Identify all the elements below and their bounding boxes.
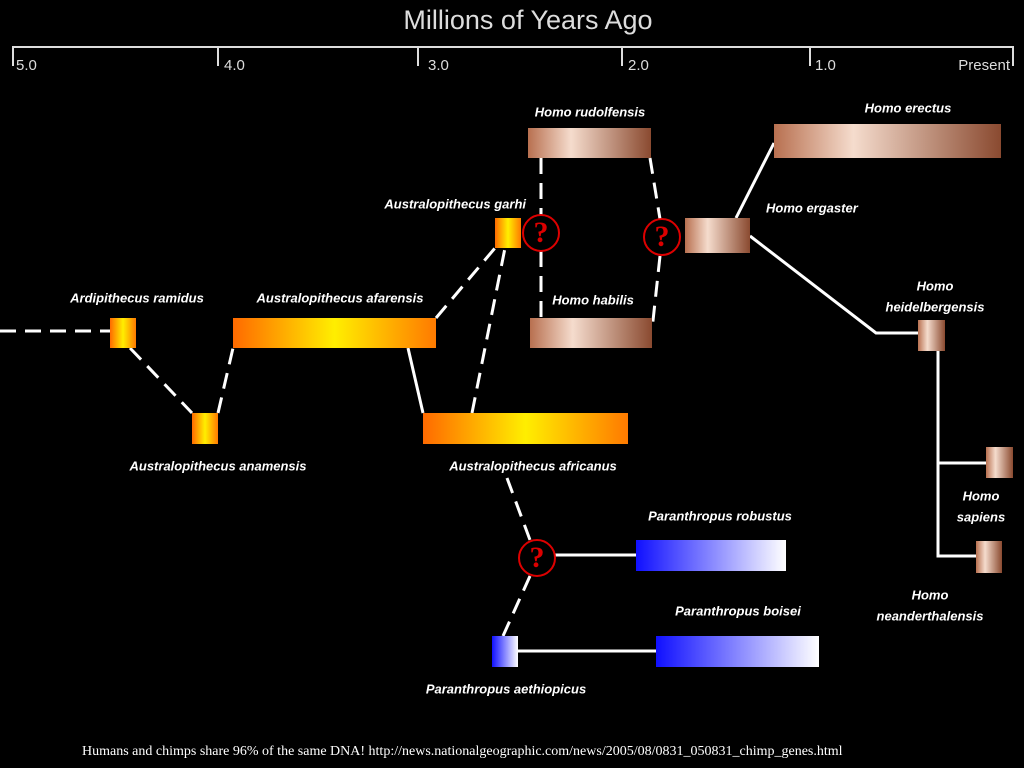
species-label: Ardipithecus ramidus [69,290,204,305]
species-label: neanderthalensis [877,608,984,623]
unknown-label: ? [534,216,549,249]
species-label: Homo [912,587,949,602]
unknown-marker [522,214,560,252]
species-bar [110,318,136,348]
unknown-label: ? [655,220,670,253]
tick-label: 1.0 [815,57,836,74]
tick-label: 4.0 [224,57,245,74]
species-bar [528,128,651,158]
species-bar [492,636,518,667]
species-bar [976,541,1002,573]
unknown-marker [518,539,556,577]
species-label: Paranthropus robustus [648,508,792,523]
species-label: sapiens [957,509,1005,524]
species-label: Homo erectus [865,100,952,115]
species-bar [233,318,436,348]
species-bar [636,540,786,571]
species-label: heidelbergensis [886,299,985,314]
species-label: Australopithecus africanus [448,458,617,473]
unknown-marker [643,218,681,256]
connectors [0,142,986,653]
species-bar [986,447,1013,478]
species-bar [685,218,750,253]
species-label: Homo habilis [552,292,634,307]
species-bar [918,320,945,351]
species-label: Australopithecus anamensis [129,458,307,473]
species-label: Homo [917,278,954,293]
title: Millions of Years Ago [403,5,652,35]
species-label: Homo [963,488,1000,503]
species-bar [423,413,628,444]
species-bar [192,413,218,444]
species-label: Australopithecus afarensis [256,290,424,305]
time-axis [12,46,1014,66]
species-label: Homo rudolfensis [535,104,646,119]
tick-label: 3.0 [428,57,449,74]
species-label: Homo ergaster [766,200,859,215]
tick-label: 5.0 [16,57,37,74]
unknown-label: ? [530,541,545,574]
species-bar [774,124,1001,158]
tick-label: 2.0 [628,57,649,74]
species-label: Australopithecus garhi [383,196,526,211]
tick-label: Present [958,57,1011,74]
species-bar [656,636,819,667]
species-label: Paranthropus boisei [675,603,801,618]
caption: Humans and chimps share 96% of the same … [82,744,843,759]
species-bar [530,318,652,348]
species-label: Paranthropus aethiopicus [426,681,586,696]
species-bar [495,218,521,248]
